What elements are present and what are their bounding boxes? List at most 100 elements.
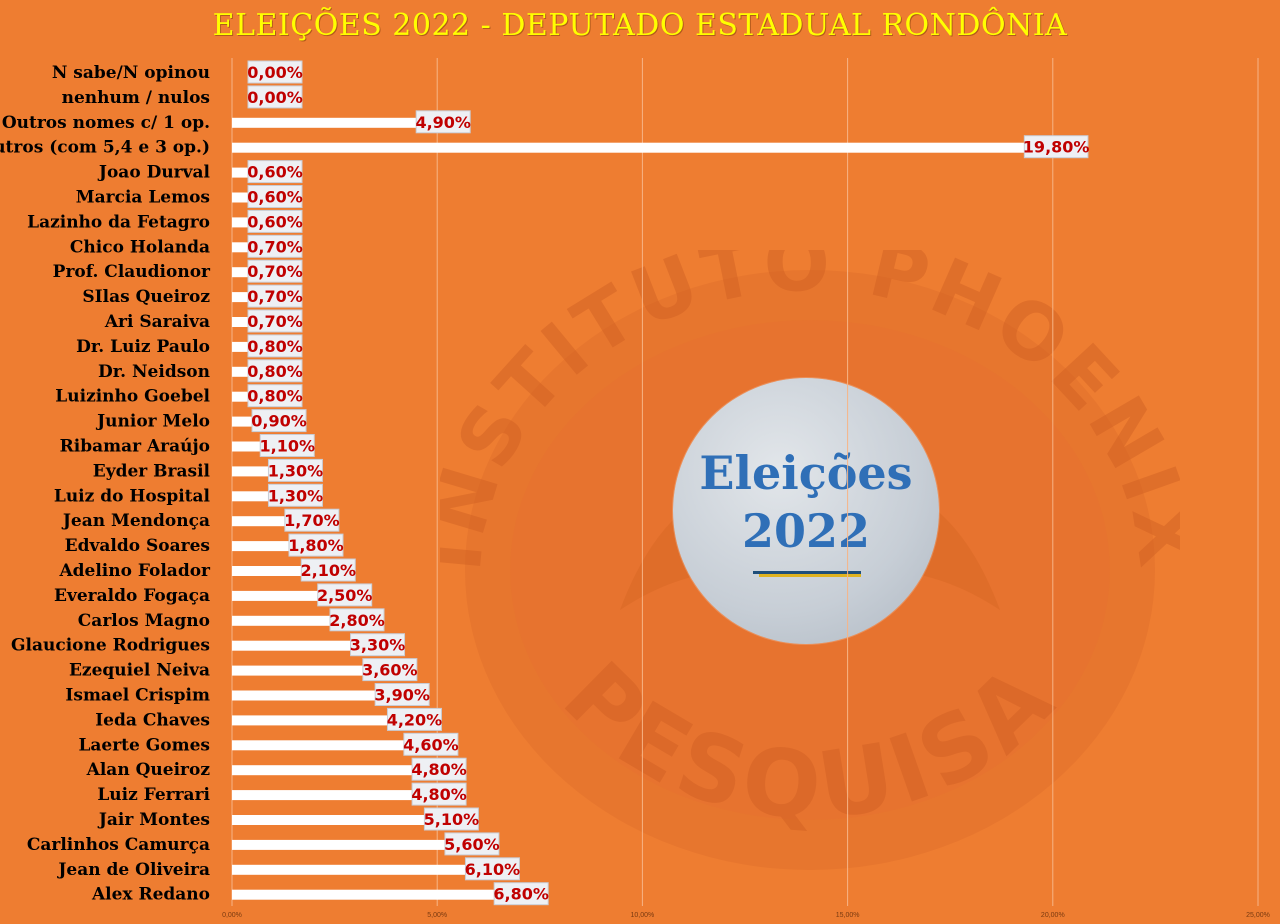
value-label: 0,80% xyxy=(247,387,303,406)
value-label: 1,30% xyxy=(268,486,324,505)
category-label: Junior Melo xyxy=(95,412,210,432)
value-label-box xyxy=(411,757,467,781)
value-label-box xyxy=(247,85,303,109)
bar xyxy=(232,740,421,751)
category-label: Ieda Chaves xyxy=(95,710,210,730)
chart-title: ELEIÇÕES 2022 - DEPUTADO ESTADUAL RONDÔN… xyxy=(212,8,1068,43)
value-label: 2,50% xyxy=(317,586,373,605)
x-tick-label: 10,00% xyxy=(631,912,655,919)
value-label: 1,10% xyxy=(259,437,315,456)
value-label: 0,80% xyxy=(247,362,303,381)
value-label-box xyxy=(247,384,303,408)
bar xyxy=(232,142,1045,153)
value-label: 0,70% xyxy=(247,287,303,306)
category-label: N sabe/N opinou xyxy=(52,63,210,83)
bar xyxy=(232,217,257,228)
value-label-box xyxy=(247,284,303,308)
value-label-box xyxy=(403,732,459,756)
value-label-box xyxy=(374,683,430,706)
value-label: 0,60% xyxy=(247,212,303,231)
category-label: Luiz do Hospital xyxy=(54,486,211,506)
bar xyxy=(232,441,278,452)
category-label: Alex Redano xyxy=(91,885,210,905)
value-label-box xyxy=(300,558,356,582)
bar xyxy=(232,566,319,576)
value-label: 2,10% xyxy=(301,561,357,580)
value-label: 4,60% xyxy=(403,735,459,754)
value-label-box xyxy=(288,533,344,557)
x-tick-label: 15,00% xyxy=(836,912,860,919)
category-label: Lazinho da Fetagro xyxy=(27,212,210,232)
badge-stripe xyxy=(753,571,861,577)
value-label: 3,60% xyxy=(362,661,418,680)
category-label: Marcia Lemos xyxy=(76,188,210,208)
category-label: nenhum / nulos xyxy=(62,88,210,108)
value-label-box xyxy=(415,110,471,134)
bar xyxy=(232,317,261,327)
value-label-box xyxy=(247,234,303,258)
value-label-box xyxy=(247,359,303,383)
bar xyxy=(232,267,261,278)
category-label: Carlos Magno xyxy=(78,611,210,631)
bars-layer xyxy=(232,117,1045,900)
bar xyxy=(232,815,442,825)
bar xyxy=(232,889,512,900)
bar xyxy=(232,416,269,427)
value-label-box xyxy=(247,209,303,233)
value-label: 4,80% xyxy=(411,785,467,804)
bar xyxy=(232,790,429,801)
bar xyxy=(232,640,368,651)
value-label: 19,80% xyxy=(1023,138,1090,157)
category-label: Edvaldo Soares xyxy=(65,536,210,556)
value-label: 1,30% xyxy=(268,461,324,480)
category-label: Luizinho Goebel xyxy=(55,387,210,407)
category-label: Laerte Gomes xyxy=(78,735,210,755)
value-label: 6,80% xyxy=(493,885,549,904)
value-label-box xyxy=(329,608,385,632)
value-label-box xyxy=(267,458,323,482)
bar xyxy=(232,192,257,203)
category-label: SIlas Queiroz xyxy=(82,287,210,307)
value-label: 4,80% xyxy=(411,760,467,779)
category-label: Jean Mendonça xyxy=(61,511,210,531)
category-label: Jean de Oliveira xyxy=(56,860,210,880)
value-label: 5,60% xyxy=(444,835,500,854)
bar xyxy=(232,665,380,676)
bar xyxy=(232,765,429,776)
value-label-box xyxy=(362,658,418,682)
category-labels: N sabe/N opinou nenhum / nulos Outros nome… xyxy=(0,63,211,905)
category-label: Outros (com 5,4 e 3 op.) xyxy=(0,138,210,158)
category-label: Chico Holanda xyxy=(70,237,210,257)
value-label-box xyxy=(267,483,323,507)
bar xyxy=(232,167,257,178)
x-tick-labels: 0,00% 5,00% 10,00% 15,00% 20,00% 25,00% xyxy=(222,912,1270,919)
value-label: 2,80% xyxy=(329,611,385,630)
value-label-box xyxy=(1023,135,1089,159)
category-label: Dr. Neidson xyxy=(98,362,210,382)
category-label: Jair Montes xyxy=(97,810,210,830)
value-label-box xyxy=(350,633,406,657)
x-tick-label: 25,00% xyxy=(1246,912,1270,919)
x-tick-label: 5,00% xyxy=(427,912,447,919)
bar xyxy=(232,491,286,502)
value-label-box xyxy=(284,508,340,532)
category-label: Carlinhos Camurça xyxy=(27,835,210,855)
category-label: Ribamar Araújo xyxy=(60,437,210,457)
value-label: 1,70% xyxy=(284,511,340,530)
value-label-box xyxy=(247,160,303,184)
value-label-box xyxy=(259,434,315,457)
value-label: 3,30% xyxy=(350,636,406,655)
value-label: 4,90% xyxy=(415,113,471,132)
value-label-box xyxy=(251,409,307,433)
value-label: 0,60% xyxy=(247,188,303,207)
category-label: Eyder Brasil xyxy=(93,461,211,481)
value-label: 4,20% xyxy=(387,710,443,729)
badge-line2: 2022 xyxy=(741,504,871,558)
value-label-box xyxy=(247,185,303,208)
value-label: 5,10% xyxy=(424,810,480,829)
eleicoes-2022-badge: Eleições 2022 xyxy=(673,378,939,644)
value-label: 6,10% xyxy=(465,860,521,879)
bar xyxy=(232,839,462,850)
value-label: 0,60% xyxy=(247,163,303,182)
value-label: 3,90% xyxy=(374,686,430,705)
